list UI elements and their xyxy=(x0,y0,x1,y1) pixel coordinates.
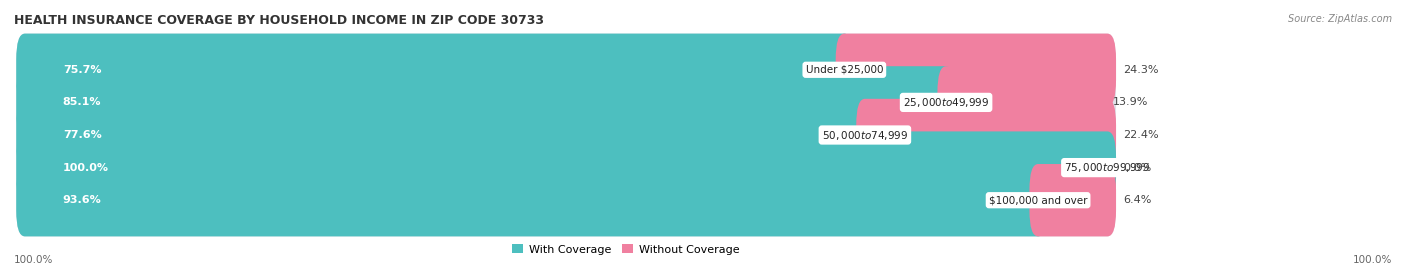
Text: HEALTH INSURANCE COVERAGE BY HOUSEHOLD INCOME IN ZIP CODE 30733: HEALTH INSURANCE COVERAGE BY HOUSEHOLD I… xyxy=(14,14,544,26)
FancyBboxPatch shape xyxy=(938,66,1105,139)
FancyBboxPatch shape xyxy=(17,66,1116,139)
FancyBboxPatch shape xyxy=(17,66,955,139)
FancyBboxPatch shape xyxy=(856,99,1116,171)
Text: 100.0%: 100.0% xyxy=(1353,255,1392,265)
Text: 24.3%: 24.3% xyxy=(1123,65,1159,75)
Text: 100.0%: 100.0% xyxy=(63,163,108,173)
Legend: With Coverage, Without Coverage: With Coverage, Without Coverage xyxy=(508,240,744,259)
Text: 100.0%: 100.0% xyxy=(14,255,53,265)
Text: 22.4%: 22.4% xyxy=(1123,130,1159,140)
Text: 77.6%: 77.6% xyxy=(63,130,101,140)
FancyBboxPatch shape xyxy=(17,131,1116,204)
Text: 75.7%: 75.7% xyxy=(63,65,101,75)
Text: 6.4%: 6.4% xyxy=(1123,195,1152,205)
Text: Under $25,000: Under $25,000 xyxy=(806,65,883,75)
FancyBboxPatch shape xyxy=(835,33,1116,106)
Text: $50,000 to $74,999: $50,000 to $74,999 xyxy=(821,129,908,141)
Text: Source: ZipAtlas.com: Source: ZipAtlas.com xyxy=(1288,14,1392,23)
FancyBboxPatch shape xyxy=(17,33,1116,106)
FancyBboxPatch shape xyxy=(17,33,853,106)
Text: 93.6%: 93.6% xyxy=(63,195,101,205)
FancyBboxPatch shape xyxy=(1029,164,1116,237)
FancyBboxPatch shape xyxy=(17,99,1116,171)
FancyBboxPatch shape xyxy=(17,164,1046,237)
Text: $100,000 and over: $100,000 and over xyxy=(988,195,1087,205)
Text: $25,000 to $49,999: $25,000 to $49,999 xyxy=(903,96,990,109)
Text: 0.0%: 0.0% xyxy=(1123,163,1152,173)
Text: $75,000 to $99,999: $75,000 to $99,999 xyxy=(1064,161,1150,174)
Text: 13.9%: 13.9% xyxy=(1112,97,1149,107)
FancyBboxPatch shape xyxy=(17,164,1116,237)
Text: 85.1%: 85.1% xyxy=(63,97,101,107)
FancyBboxPatch shape xyxy=(17,131,1116,204)
FancyBboxPatch shape xyxy=(17,99,873,171)
